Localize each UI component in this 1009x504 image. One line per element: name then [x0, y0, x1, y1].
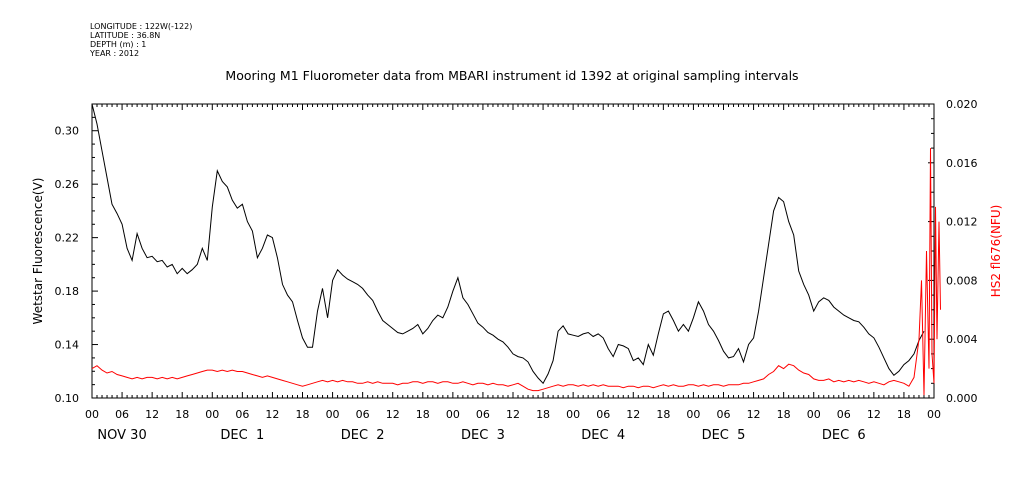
x-day-label: DEC 4 — [581, 428, 625, 443]
meta-year: YEAR : 2012 — [90, 49, 140, 58]
x-day-label: DEC 3 — [461, 428, 505, 443]
x-day-label: DEC 1 — [220, 428, 264, 443]
x-tick-label: 06 — [115, 408, 129, 421]
y-left-axis: 0.10 0.14 0.18 0.22 0.26 0.30 — [55, 103, 98, 405]
x-tick-label: 18 — [656, 408, 670, 421]
x-tick-label: 18 — [777, 408, 791, 421]
x-day-label: DEC 6 — [822, 428, 866, 443]
x-day-label: DEC 5 — [702, 428, 746, 443]
chart-title: Mooring M1 Fluorometer data from MBARI i… — [225, 68, 798, 83]
x-tick-label: 18 — [175, 408, 189, 421]
x-tick-label: 00 — [85, 408, 99, 421]
x-tick-label: 06 — [837, 408, 851, 421]
y-left-tick-label: 0.26 — [55, 178, 80, 191]
x-tick-label: 18 — [897, 408, 911, 421]
x-tick-label: 12 — [265, 408, 279, 421]
y-right-tick-label: 0.004 — [946, 333, 978, 346]
x-tick-label: 00 — [927, 408, 941, 421]
x-day-label: DEC 2 — [341, 428, 385, 443]
y-right-tick-label: 0.016 — [946, 157, 978, 170]
x-tick-label: 12 — [386, 408, 400, 421]
x-tick-label: 06 — [476, 408, 490, 421]
meta-latitude: LATITUDE : 36.8N — [90, 31, 161, 40]
x-tick-label: 12 — [145, 408, 159, 421]
x-tick-label: 00 — [686, 408, 700, 421]
x-day-label: NOV 30 — [97, 428, 146, 443]
x-tick-label: 12 — [506, 408, 520, 421]
y-right-axis: 0.000 0.004 0.008 0.012 0.016 0.020 — [928, 98, 978, 405]
x-tick-label: 18 — [536, 408, 550, 421]
x-tick-label: 18 — [296, 408, 310, 421]
x-tick-label: 06 — [356, 408, 370, 421]
y-left-tick-label: 0.22 — [55, 232, 80, 245]
x-tick-label: 12 — [867, 408, 881, 421]
y-right-axis-label: HS2 fl676(NFU) — [989, 205, 1003, 298]
y-left-tick-label: 0.14 — [55, 339, 80, 352]
x-tick-label: 18 — [416, 408, 430, 421]
meta-depth: DEPTH (m) : 1 — [90, 40, 147, 49]
x-tick-label: 00 — [446, 408, 460, 421]
x-tick-label: 00 — [326, 408, 340, 421]
x-axis: 00 06 12 18 00 06 12 18 00 06 12 18 00 06 12 18 00 06 12 18… — [85, 104, 941, 443]
series-line-wetstar — [91, 103, 925, 385]
meta-longitude: LONGITUDE : 122W(-122) — [90, 22, 193, 31]
x-tick-label: 00 — [205, 408, 219, 421]
x-tick-label: 00 — [807, 408, 821, 421]
y-right-tick-label: 0.012 — [946, 216, 978, 229]
x-tick-label: 06 — [717, 408, 731, 421]
metadata-block: LONGITUDE : 122W(-122) LATITUDE : 36.8N … — [90, 22, 192, 58]
series-line-hs2 — [91, 148, 941, 396]
x-tick-label: 00 — [566, 408, 580, 421]
x-tick-label: 06 — [596, 408, 610, 421]
series-layer — [91, 103, 941, 396]
x-tick-label: 12 — [747, 408, 761, 421]
x-tick-label: 12 — [626, 408, 640, 421]
y-right-tick-label: 0.020 — [946, 98, 978, 111]
y-left-tick-label: 0.10 — [55, 392, 80, 405]
y-right-tick-label: 0.008 — [946, 274, 978, 287]
y-left-tick-label: 0.30 — [55, 125, 80, 138]
y-left-tick-label: 0.18 — [55, 285, 80, 298]
y-right-tick-label: 0.000 — [946, 392, 978, 405]
x-tick-label: 06 — [235, 408, 249, 421]
y-left-axis-label: Wetstar Fluorescence(V) — [31, 178, 45, 325]
